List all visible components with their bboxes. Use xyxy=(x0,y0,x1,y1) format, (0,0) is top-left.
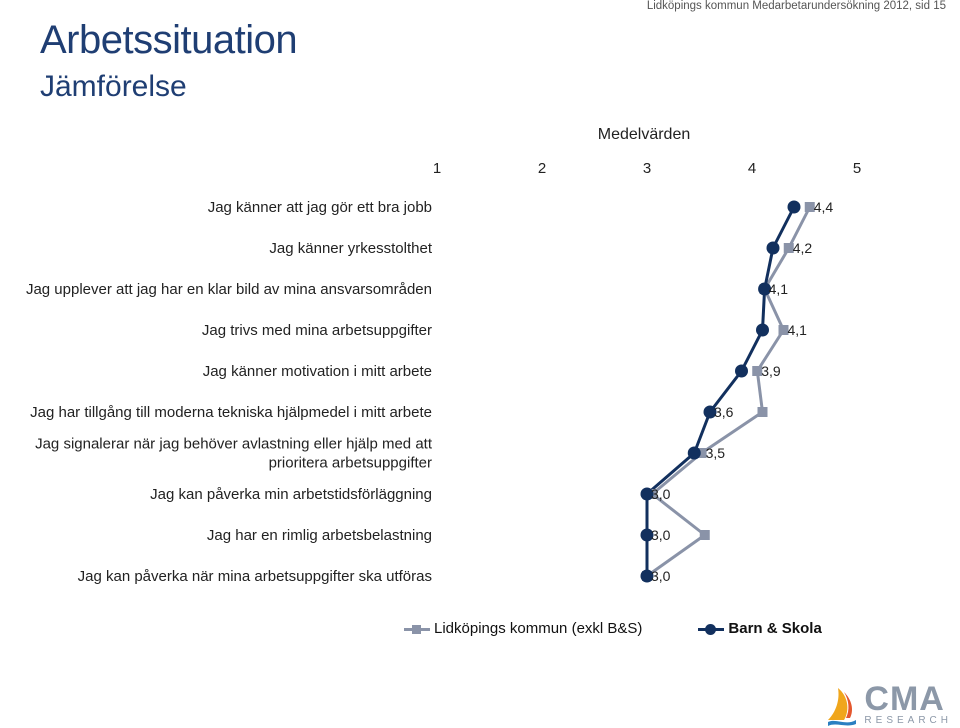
header-note: Lidköpings kommun Medarbetarundersökning… xyxy=(646,0,946,12)
circle-marker-icon xyxy=(698,623,725,635)
legend: Lidköpings kommun (exkl B&S) Barn & Skol… xyxy=(404,620,878,637)
category-label: Jag upplever att jag har en klar bild av… xyxy=(26,281,432,298)
logo-subtext: RESEARCH xyxy=(864,715,952,726)
cma-logo: CMA RESEARCH xyxy=(824,680,952,726)
circle-marker xyxy=(766,241,780,255)
series-line-2 xyxy=(645,206,796,576)
square-marker xyxy=(696,448,707,458)
category-label: Jag kan påverka när mina arbetsuppgifter… xyxy=(78,568,432,585)
page-title: Arbetssituation xyxy=(40,18,298,62)
circle-marker xyxy=(756,323,769,337)
square-marker xyxy=(783,243,794,253)
category-label: Jag signalerar när jag behöver avlastnin… xyxy=(35,436,433,453)
data-label: 4,2 xyxy=(793,240,813,256)
circle-marker xyxy=(758,282,772,296)
circle-marker xyxy=(787,200,801,214)
data-label: 3,0 xyxy=(651,486,671,502)
category-label: Jag känner att jag gör ett bra jobb xyxy=(208,199,432,216)
data-label: 3,5 xyxy=(706,445,726,461)
data-label: 3,0 xyxy=(651,568,671,584)
x-tick-label: 1 xyxy=(433,160,441,177)
chart-title: Medelvärden xyxy=(598,126,691,143)
circle-marker xyxy=(703,405,717,419)
circle-marker xyxy=(640,528,654,542)
legend-label-series2: Barn & Skola xyxy=(728,620,822,637)
category-labels: Jag känner att jag gör ett bra jobb Jag k… xyxy=(26,199,433,585)
square-marker xyxy=(804,202,815,212)
circle-marker xyxy=(640,569,654,583)
category-label: Jag känner motivation i mitt arbete xyxy=(203,363,432,380)
circle-marker xyxy=(735,364,748,378)
square-marker xyxy=(699,530,710,540)
square-marker-icon xyxy=(404,623,430,635)
page-subtitle: Jämförelse xyxy=(40,70,187,103)
category-label: Jag känner yrkesstolthet xyxy=(269,240,432,257)
data-label: 4,1 xyxy=(788,322,808,338)
x-tick-label: 2 xyxy=(538,160,546,177)
sailboat-icon xyxy=(828,688,857,726)
category-label: Jag kan påverka min arbetstidsförläggnin… xyxy=(150,486,432,503)
x-tick-label: 3 xyxy=(643,160,651,177)
category-label: Jag har tillgång till moderna tekniska h… xyxy=(30,404,432,421)
x-tick-label: 5 xyxy=(853,160,861,177)
category-label: Jag har en rimlig arbetsbelastning xyxy=(207,527,432,544)
square-marker xyxy=(752,366,763,376)
value-labels: 4,4 4,2 4,1 4,1 3,9 3,5 3,0 3,6 3,0 3,0 xyxy=(651,199,833,584)
legend-item-series1: Lidköpings kommun (exkl B&S) xyxy=(404,620,642,637)
data-label: 3,0 xyxy=(651,527,671,543)
legend-label-series1: Lidköpings kommun (exkl B&S) xyxy=(434,620,643,637)
category-label: prioritera arbetsuppgifter xyxy=(269,455,432,472)
square-marker xyxy=(757,407,768,417)
series-line-1 xyxy=(646,206,812,578)
logo-text: CMA xyxy=(864,680,945,718)
x-tick-label: 4 xyxy=(748,160,756,177)
square-marker xyxy=(778,325,789,335)
data-label: 3,9 xyxy=(761,363,781,379)
data-label: 4,4 xyxy=(814,199,834,215)
legend-item-series2: Barn & Skola xyxy=(698,620,822,637)
category-label: Jag trivs med mina arbetsuppgifter xyxy=(202,322,432,339)
series-markers xyxy=(640,200,815,583)
data-label: 4,1 xyxy=(769,281,789,297)
data-label: 3,6 xyxy=(714,404,734,420)
x-axis-ticks: 1 2 3 4 5 xyxy=(433,160,861,177)
circle-marker xyxy=(687,446,701,460)
circle-marker xyxy=(640,487,654,501)
series-lines xyxy=(645,206,812,578)
